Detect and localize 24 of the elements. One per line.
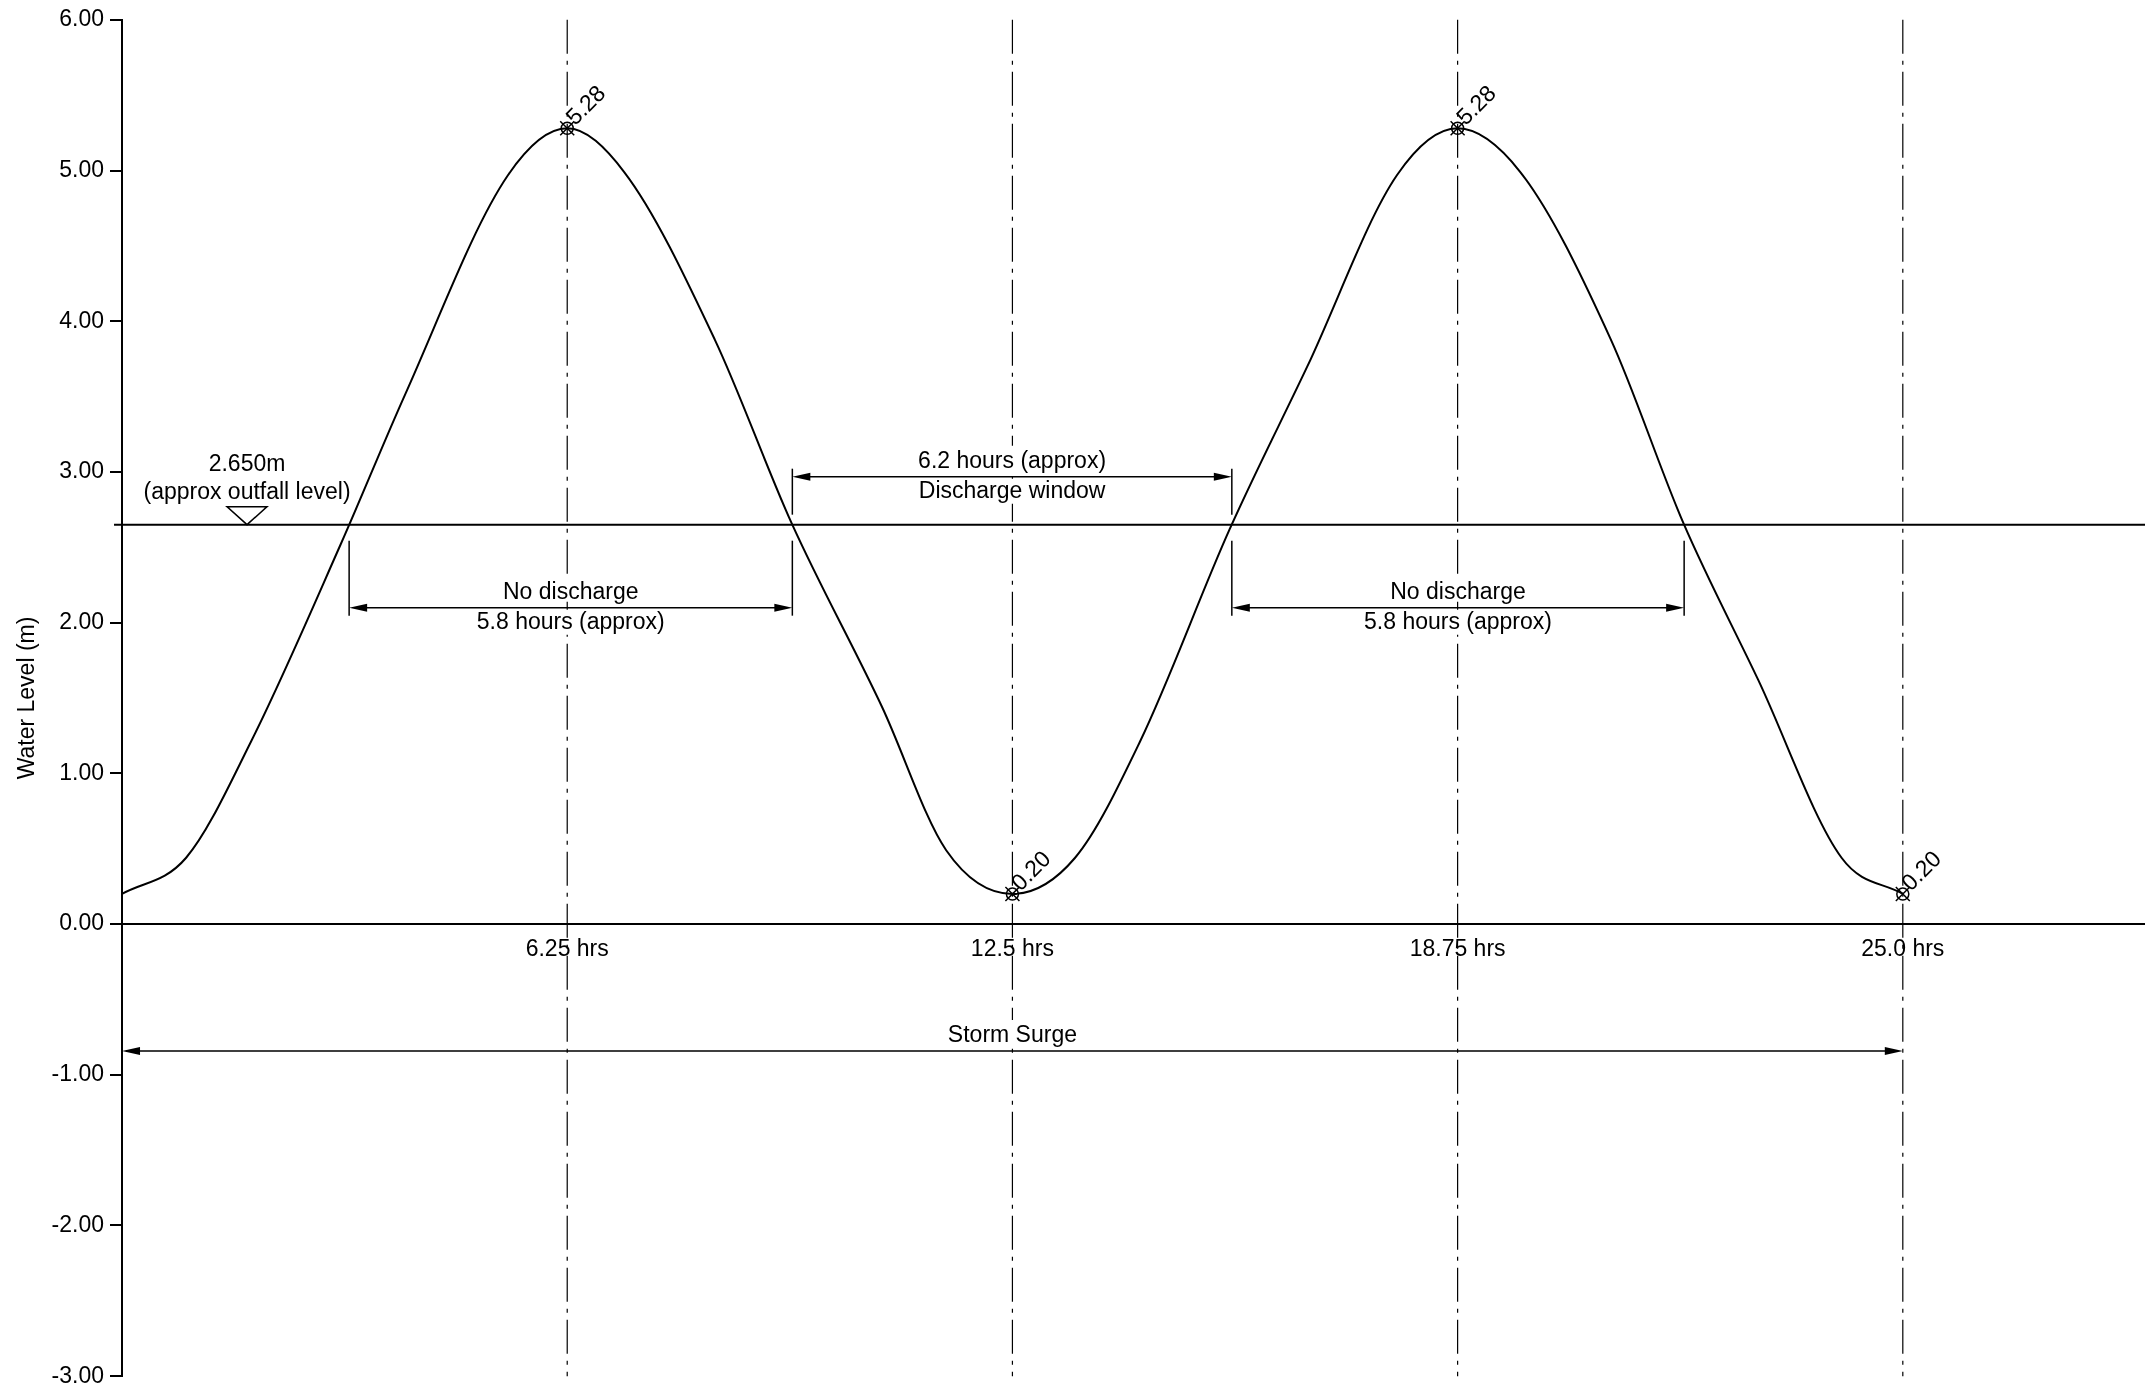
x-tick-label: 25.0 hrs xyxy=(1861,935,1945,962)
y-axis-title: Water Level (m) xyxy=(13,616,40,780)
annotation: Storm Surge xyxy=(947,1021,1077,1048)
data-label: 5.28 xyxy=(1450,79,1501,130)
y-tick-label: -2.00 xyxy=(51,1210,105,1237)
y-tick-label: -3.00 xyxy=(51,1361,105,1388)
y-tick-label: 3.00 xyxy=(59,457,105,484)
y-tick-label: 1.00 xyxy=(59,758,105,785)
y-tick-label: 4.00 xyxy=(59,306,105,333)
annotation: No discharge 5.8 hours (approx) xyxy=(1364,577,1552,634)
y-tick-label: 2.00 xyxy=(59,607,105,634)
y-tick-label: 6.00 xyxy=(59,5,105,32)
annotation: 6.2 hours (approx) Discharge window xyxy=(918,446,1107,503)
y-tick-label: -1.00 xyxy=(51,1060,105,1087)
ref-line-label: 2.650m (approx outfall level) xyxy=(143,449,351,504)
data-label: 0.20 xyxy=(1895,845,1947,896)
annotation: No discharge 5.8 hours (approx) xyxy=(476,577,665,634)
data-label: 5.28 xyxy=(560,79,611,130)
data-label: 0.20 xyxy=(1005,845,1056,896)
y-tick-label: 5.00 xyxy=(59,155,105,182)
x-tick-label: 18.75 hrs xyxy=(1409,935,1506,962)
y-tick-label: 0.00 xyxy=(59,909,105,936)
x-tick-label: 6.25 hrs xyxy=(525,935,609,962)
x-tick-label: 12.5 hrs xyxy=(970,935,1054,962)
